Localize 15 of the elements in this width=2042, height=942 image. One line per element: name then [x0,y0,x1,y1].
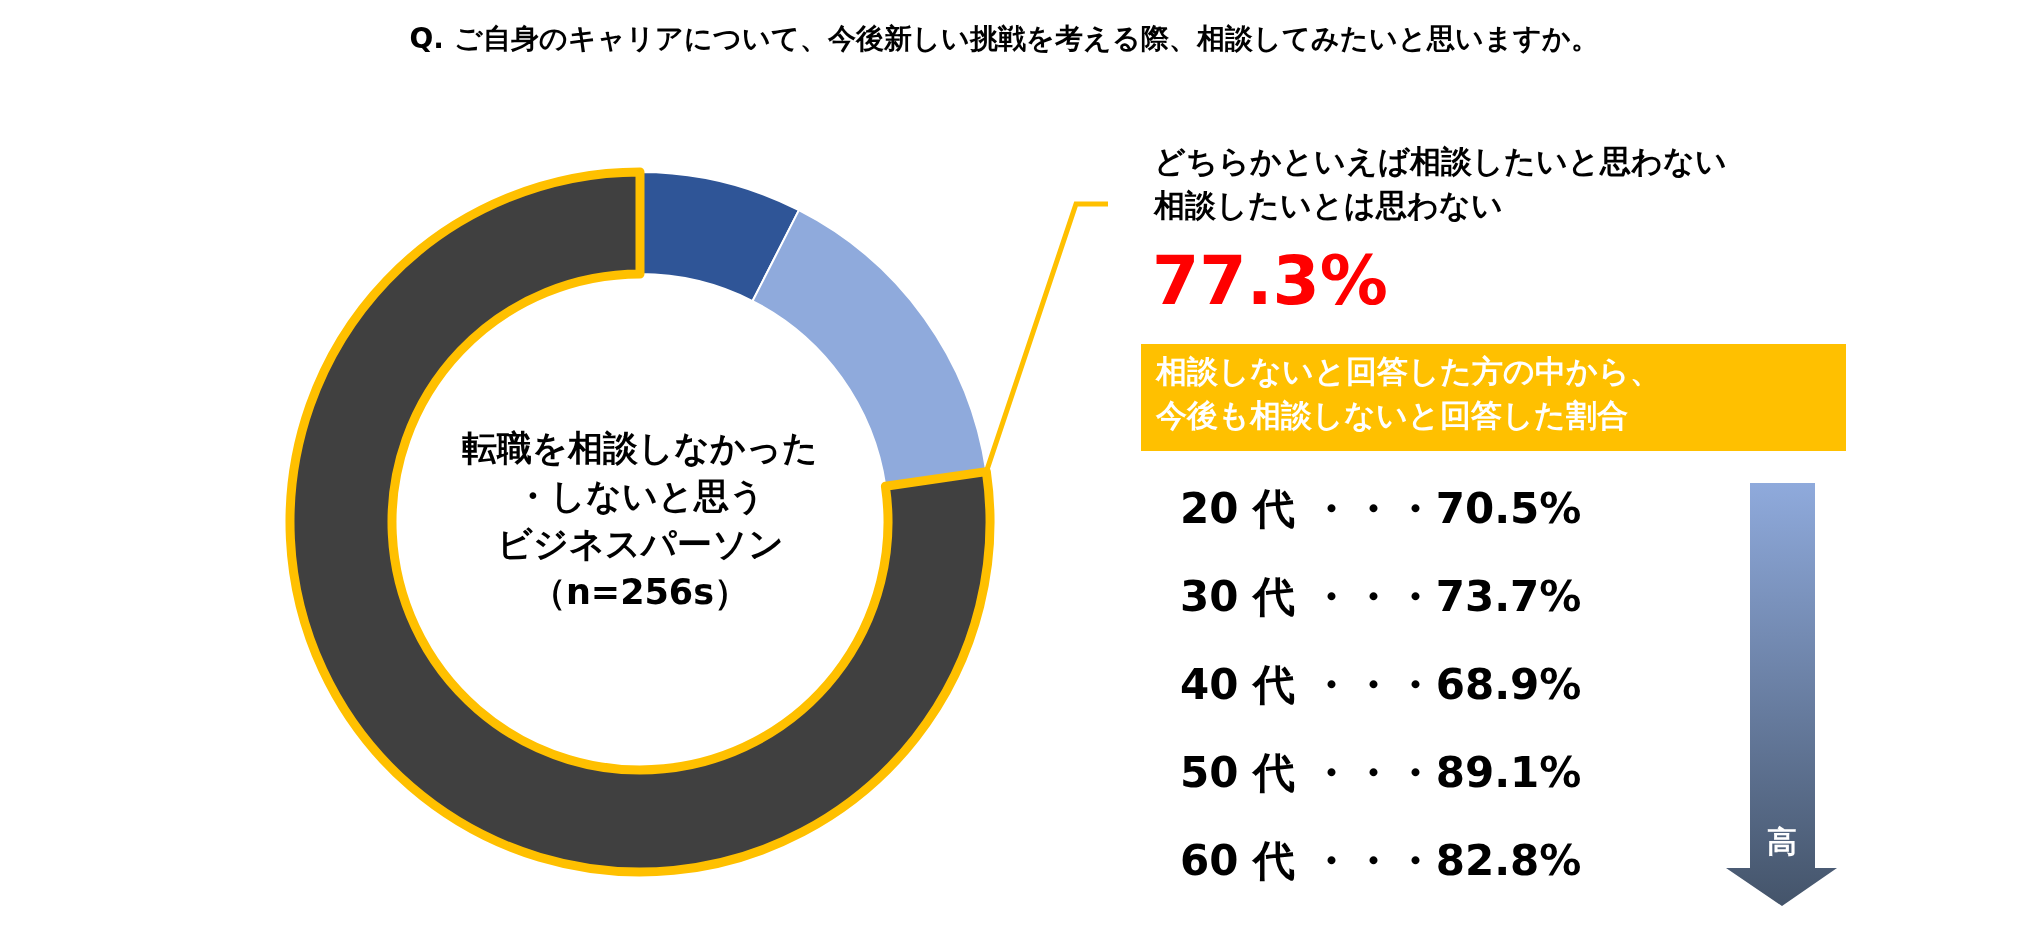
text: 40 代 ・・・68.9% [1180,660,1582,709]
text: ・しないと思う [515,476,765,516]
text: 相談しないと回答した方の中から、今後も相談しないと回答した割合 [1155,353,1661,433]
text: 20 代 ・・・70.5% [1180,484,1582,533]
text: ビジネスパーソン [496,524,784,564]
text: 30 代 ・・・73.7% [1180,572,1582,621]
text: 相談したいとは思わない [1153,187,1503,223]
text: どちらかといえば相談したいと思わない [1154,143,1727,179]
text: 60 代 ・・・82.8% [1180,836,1582,885]
chart-title: Q. ご自身のキャリアについて、今後新しい挑戦を考える際、相談してみたいと思いますか。 [409,22,1599,55]
text: 50 代 ・・・89.1% [1180,748,1582,797]
text: （n=256s） [530,572,750,612]
data-label: 77.3% [1152,241,1388,320]
text: 転職を相談しなかった [462,428,818,468]
text: 高 [1767,823,1797,859]
